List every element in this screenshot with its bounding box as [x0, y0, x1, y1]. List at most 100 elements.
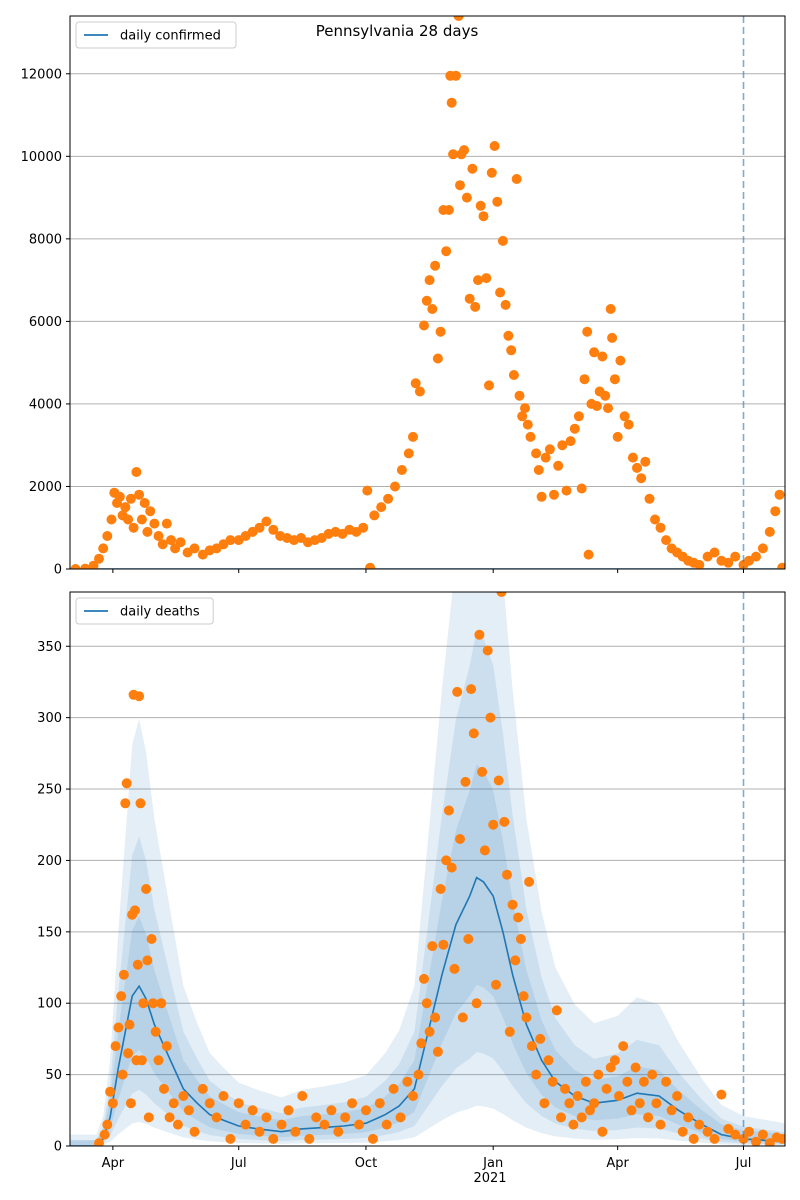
data-point: [413, 1069, 424, 1080]
y-tick-label: 350: [37, 640, 62, 655]
data-point: [395, 1112, 406, 1123]
data-point: [390, 481, 400, 492]
data-point: [593, 1069, 604, 1080]
data-point: [565, 436, 576, 447]
data-point: [211, 1112, 222, 1123]
data-point: [290, 1126, 301, 1137]
data-point: [142, 955, 153, 966]
data-point: [80, 563, 91, 569]
data-point: [605, 304, 616, 314]
data-point: [467, 163, 478, 174]
data-point: [644, 493, 655, 504]
data-point: [630, 1062, 641, 1073]
data-point: [517, 411, 528, 422]
data-point: [283, 1105, 294, 1116]
data-point: [128, 522, 139, 533]
data-point: [354, 1119, 364, 1130]
data-point: [443, 805, 454, 816]
data-point: [492, 196, 503, 207]
data-point: [507, 899, 518, 910]
x-tick-label: Apr: [606, 1156, 629, 1171]
data-point: [159, 1083, 169, 1094]
data-point: [738, 1133, 749, 1144]
data-point: [421, 998, 432, 1009]
data-point: [153, 531, 164, 541]
data-point: [326, 1105, 337, 1116]
data-point: [603, 403, 613, 414]
data-point: [376, 502, 387, 513]
data-point: [430, 260, 441, 271]
data-point: [560, 1083, 571, 1094]
data-point: [672, 1091, 683, 1101]
data-point: [600, 390, 611, 401]
data-point: [568, 1119, 579, 1130]
plot-frame: [69, 591, 786, 1147]
data-point: [615, 355, 626, 366]
data-point: [471, 998, 482, 1009]
data-point: [175, 537, 186, 548]
data-point: [132, 959, 143, 970]
y-tick-label: 4000: [29, 397, 62, 412]
data-point: [276, 1119, 287, 1130]
data-point: [661, 535, 672, 546]
data-point: [473, 275, 483, 286]
data-point: [569, 423, 580, 434]
data-point: [424, 275, 435, 286]
data-point: [589, 1098, 600, 1109]
data-point: [131, 467, 142, 477]
data-point: [609, 1055, 620, 1066]
data-point: [702, 1126, 713, 1137]
data-point: [503, 330, 514, 341]
data-point: [142, 526, 153, 537]
data-point: [358, 522, 369, 533]
data-point: [511, 174, 522, 184]
data-point: [432, 353, 443, 364]
y-tick-label: 6000: [29, 315, 62, 330]
data-point: [369, 510, 380, 521]
data-point: [118, 969, 129, 980]
data-point: [396, 465, 407, 475]
data-point: [120, 502, 131, 513]
uncertainty-band: [70, 592, 785, 1146]
data-point: [148, 998, 158, 1009]
data-point: [365, 562, 376, 569]
data-point: [105, 1086, 116, 1097]
data-point: [107, 1098, 118, 1109]
data-point: [553, 460, 564, 471]
data-point: [489, 141, 500, 151]
data-point: [632, 462, 642, 473]
data-point: [183, 1105, 194, 1116]
data-point: [141, 884, 152, 894]
data-point: [561, 485, 572, 496]
data-point: [297, 1091, 308, 1101]
data-point: [751, 551, 761, 562]
y-tick-label: 2000: [29, 480, 62, 495]
data-point: [136, 514, 147, 525]
data-point: [694, 1119, 705, 1130]
data-point: [114, 491, 125, 502]
data-point: [513, 912, 524, 923]
confirmed-panel: 0 2000 4000 6000 8000 10000 12000 daily confirm…: [21, 15, 786, 578]
data-point: [547, 1076, 558, 1087]
data-point: [304, 1133, 315, 1144]
data-point: [502, 869, 512, 880]
data-point: [579, 374, 590, 385]
y-tick-label: 12000: [21, 67, 62, 82]
data-point: [510, 955, 521, 966]
data-point: [450, 70, 461, 81]
data-point: [497, 235, 508, 246]
data-point: [178, 1091, 189, 1101]
deaths-panel: 0 50 100 150 200 250 300 350 Apr Jul Oct Jan Apr Jul d…: [37, 591, 786, 1171]
y-tick-label: 50: [45, 1068, 62, 1083]
data-point: [134, 489, 145, 500]
data-point: [666, 1105, 677, 1116]
data-point: [486, 167, 497, 178]
data-point: [102, 1119, 113, 1130]
data-point: [723, 557, 734, 568]
data-point: [106, 514, 117, 525]
x-tick-label: Apr: [102, 1156, 125, 1171]
data-point: [640, 456, 651, 467]
data-point: [381, 1119, 392, 1130]
data-point: [403, 448, 414, 459]
data-point: [643, 1112, 654, 1123]
